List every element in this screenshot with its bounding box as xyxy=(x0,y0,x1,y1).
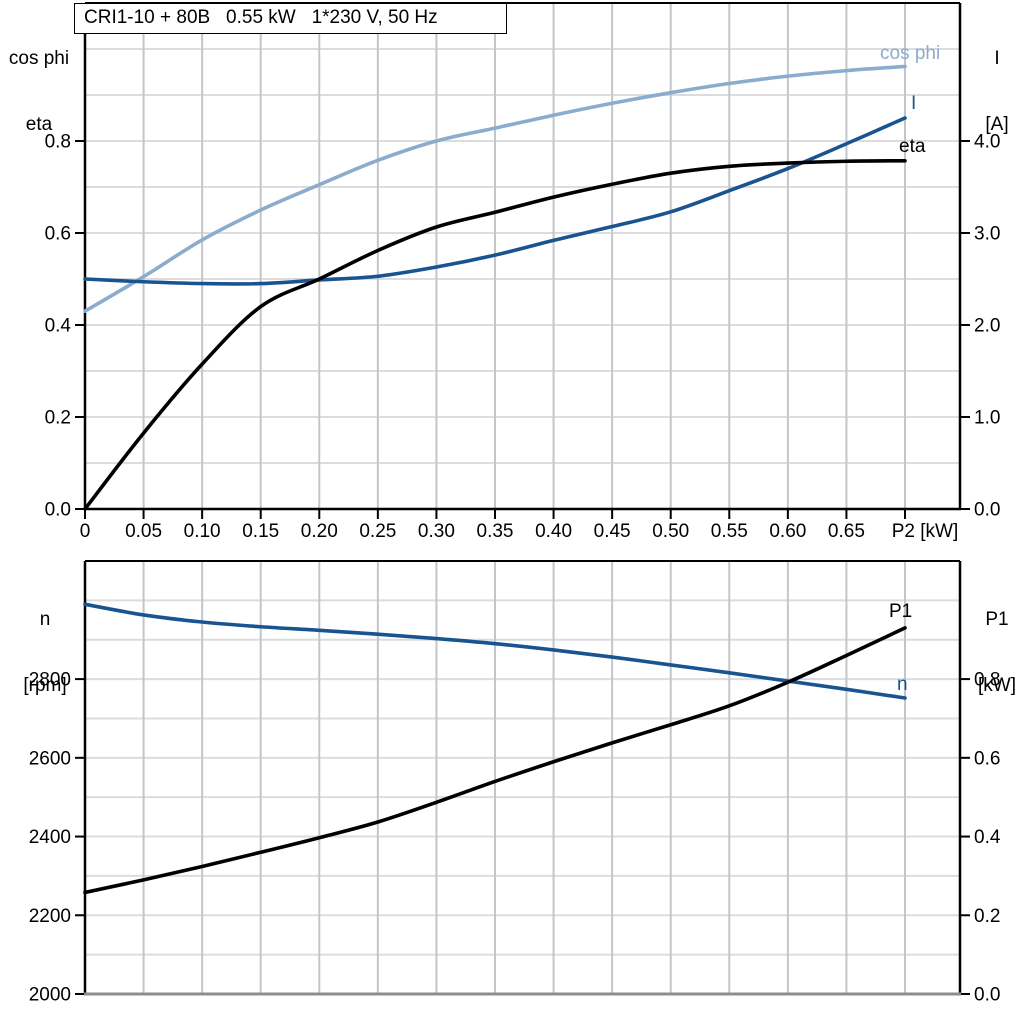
left-tick-label: 0.4 xyxy=(45,316,72,337)
left-tick-label: 0.0 xyxy=(45,500,71,521)
right-tick-label: 0.0 xyxy=(974,500,1000,521)
axis-title-eta: eta xyxy=(25,114,53,135)
x-tick-label: 0.20 xyxy=(301,521,338,542)
top-right-axis-title: I [A] xyxy=(972,4,1022,180)
x-axis-unit-label: P2 [kW] xyxy=(892,521,959,542)
curve-I xyxy=(83,116,907,286)
right-tick-label: 0.0 xyxy=(974,985,1000,1006)
x-tick-label: 0.65 xyxy=(828,521,865,542)
right-tick-label: 0.6 xyxy=(974,748,1000,769)
p1-curve-label: P1 xyxy=(889,601,913,622)
axis-title-current-unit: [A] xyxy=(985,114,1009,135)
axis-title-p1-unit: [kW] xyxy=(978,675,1016,696)
right-tick-label: 2.0 xyxy=(974,316,1000,337)
curve-cos-phi xyxy=(83,64,907,313)
x-tick-label: 0.50 xyxy=(652,521,689,542)
current-curve-label: I xyxy=(911,93,917,114)
eta-curve-label: eta xyxy=(899,136,926,157)
left-tick-label: 2000 xyxy=(29,985,71,1006)
right-tick-label: 1.0 xyxy=(974,408,1000,429)
bottom-right-axis-title: P1 [kW] xyxy=(970,565,1024,741)
x-tick-label: 0.30 xyxy=(418,521,455,542)
x-tick-label: 0.05 xyxy=(125,521,162,542)
x-tick-label: 0.40 xyxy=(535,521,572,542)
left-tick-label: 0.6 xyxy=(45,224,71,245)
chart-title-box: CRI1-10 + 80B 0.55 kW 1*230 V, 50 Hz xyxy=(74,3,507,34)
x-tick-label: 0.45 xyxy=(594,521,631,542)
x-tick-label: 0 xyxy=(80,521,91,542)
right-tick-label: 4.0 xyxy=(974,132,1000,153)
curve-n xyxy=(83,602,907,700)
bottom-left-axis-title: n [rpm] xyxy=(14,565,76,741)
right-tick-label: 3.0 xyxy=(974,224,1000,245)
curve-eta xyxy=(83,158,907,511)
left-tick-label: 0.2 xyxy=(45,408,71,429)
x-tick-label: 0.10 xyxy=(184,521,221,542)
x-tick-label: 0.55 xyxy=(711,521,748,542)
curve-P1 xyxy=(83,626,907,895)
left-tick-label: 0.8 xyxy=(45,132,71,153)
left-tick-label: 2200 xyxy=(29,906,71,927)
x-tick-label: 0.35 xyxy=(477,521,514,542)
x-tick-label: 0.15 xyxy=(242,521,279,542)
axis-title-speed-unit: [rpm] xyxy=(23,675,67,696)
right-tick-label: 0.4 xyxy=(974,827,1001,848)
top-left-axis-title: cos phi eta xyxy=(6,4,72,180)
left-tick-label: 2400 xyxy=(29,827,71,848)
x-tick-label: 0.25 xyxy=(359,521,396,542)
right-tick-label: 0.8 xyxy=(974,670,1000,691)
cosphi-curve-label: cos phi xyxy=(880,43,941,64)
axis-title-speed: n xyxy=(39,609,51,630)
axis-title-cosphi: cos phi xyxy=(8,48,70,69)
axis-title-p1: P1 xyxy=(985,609,1009,630)
left-tick-label: 2800 xyxy=(29,670,71,691)
left-tick-label: 2600 xyxy=(29,748,71,769)
right-tick-label: 0.2 xyxy=(974,906,1000,927)
axis-title-current: I xyxy=(994,48,1000,69)
n-curve-label: n xyxy=(897,674,908,695)
x-tick-label: 0.60 xyxy=(769,521,806,542)
